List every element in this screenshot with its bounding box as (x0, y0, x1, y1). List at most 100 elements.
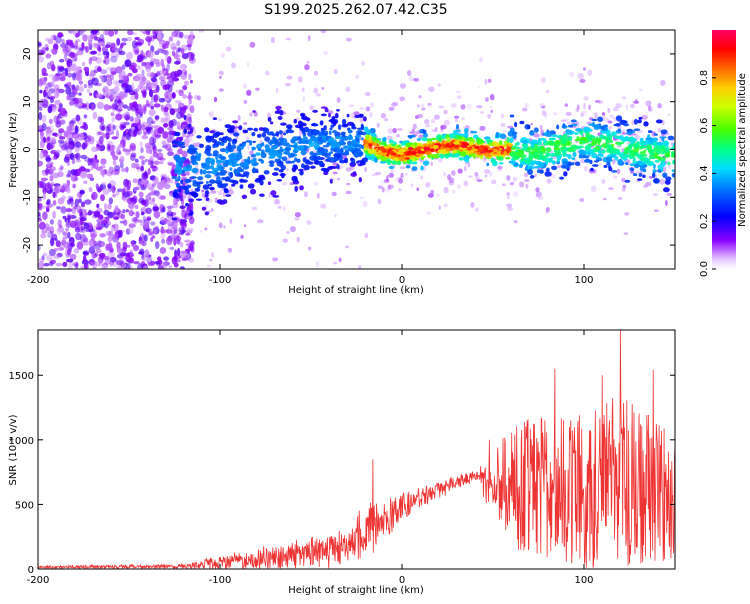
spectral-blob (450, 103, 457, 108)
spectral-blob (252, 110, 256, 113)
spectral-blob (285, 37, 292, 41)
spectral-blob (247, 127, 254, 131)
spectral-blob (582, 155, 590, 159)
spectral-blob (231, 62, 236, 69)
spectral-blob (560, 143, 568, 147)
spectral-blob (134, 116, 140, 124)
spectral-blob (499, 156, 504, 161)
spectral-blob (55, 120, 62, 127)
colorbar-tick-label: 0.0 (699, 261, 710, 277)
spectral-blob (120, 261, 125, 268)
spectral-blob (304, 64, 310, 71)
spectral-blob (551, 165, 558, 171)
spectral-blob (309, 105, 314, 111)
spectral-blob (577, 73, 584, 80)
spectral-blob (341, 123, 349, 128)
spectral-blob (166, 236, 173, 246)
spectral-blob (80, 226, 86, 231)
spectral-blob (539, 155, 543, 160)
spectral-hotspot (445, 143, 450, 147)
spectral-blob (427, 102, 432, 106)
spectral-blob (546, 129, 550, 134)
spectral-blob (56, 206, 61, 210)
spectral-blob (255, 87, 260, 91)
spectral-blob (129, 249, 133, 258)
spectral-blob (382, 137, 387, 142)
spectral-blob (187, 123, 192, 128)
spectral-blob (407, 70, 412, 77)
spectral-blob (189, 34, 194, 43)
spectral-hotspot (493, 148, 498, 152)
spectral-blob (154, 241, 160, 249)
spectral-blob (273, 167, 280, 171)
spectral-blob (572, 151, 577, 158)
spectral-blob (190, 128, 194, 134)
spectral-blob (87, 39, 93, 47)
snr-x-tick-label: 100 (574, 575, 593, 586)
spectral-blob (545, 89, 550, 94)
spectral-blob (583, 102, 586, 109)
spectral-blob (347, 129, 353, 134)
spectral-blob (79, 216, 85, 220)
spectral-blob (484, 78, 488, 85)
snr-x-tick-label: -200 (27, 575, 50, 586)
spectral-blob (649, 139, 654, 145)
spectral-blob (357, 131, 364, 135)
spectral-blob (193, 129, 197, 134)
spectral-blob (164, 55, 169, 62)
spectral-blob (183, 34, 189, 40)
spectral-blob (179, 136, 184, 141)
spectral-blob (122, 246, 127, 253)
spectral-blob (624, 179, 631, 183)
spectral-blob (281, 156, 288, 162)
spectral-blob (218, 190, 223, 196)
spectral-blob (108, 30, 115, 37)
spectral-blob (346, 182, 351, 186)
spectral-blob (179, 229, 187, 234)
spectral-blob (173, 255, 178, 261)
spectral-blob (659, 178, 666, 185)
spectral-blob (332, 171, 338, 175)
spectral-blob (667, 135, 675, 141)
spectral-blob (306, 61, 310, 64)
spectral-blob (521, 140, 528, 144)
spectral-blob (340, 131, 346, 136)
spectral-blob (654, 209, 659, 212)
spectral-blob (332, 130, 338, 134)
spectral-blob (196, 198, 203, 201)
spectral-blob (529, 130, 535, 136)
spectral-blob (162, 116, 169, 124)
spectral-blob (195, 293, 199, 298)
spectral-blob (461, 117, 465, 121)
spectral-blob (89, 241, 94, 247)
spectral-blob (161, 262, 168, 269)
spectral-blob (162, 131, 169, 139)
spectral-blob (103, 209, 110, 216)
spectral-blob (50, 64, 56, 72)
spectral-blob (112, 159, 117, 166)
spectral-blob (129, 116, 134, 122)
spectral-blob (587, 134, 592, 140)
spectral-blob (229, 167, 233, 171)
spectral-blob (144, 62, 151, 69)
spectral-blob (158, 97, 166, 103)
spectral-blob (277, 116, 283, 120)
spectral-blob (83, 114, 88, 119)
spectral-blob (363, 116, 367, 122)
spectral-blob (284, 83, 291, 87)
spectral-blob (430, 190, 434, 195)
spectral-blob (70, 169, 78, 176)
spectral-blob (527, 169, 533, 175)
spectral-blob (243, 224, 247, 228)
spectral-blob (68, 137, 74, 145)
spectral-blob (612, 175, 618, 179)
spectral-blob (320, 113, 327, 117)
spectral-blob (323, 171, 329, 176)
spectral-blob (437, 83, 441, 87)
spectral-blob (178, 89, 184, 97)
spectral-hotspot (381, 149, 386, 152)
spectral-blob (117, 100, 124, 109)
spectral-blob (59, 107, 67, 117)
spectral-blob (333, 261, 337, 265)
